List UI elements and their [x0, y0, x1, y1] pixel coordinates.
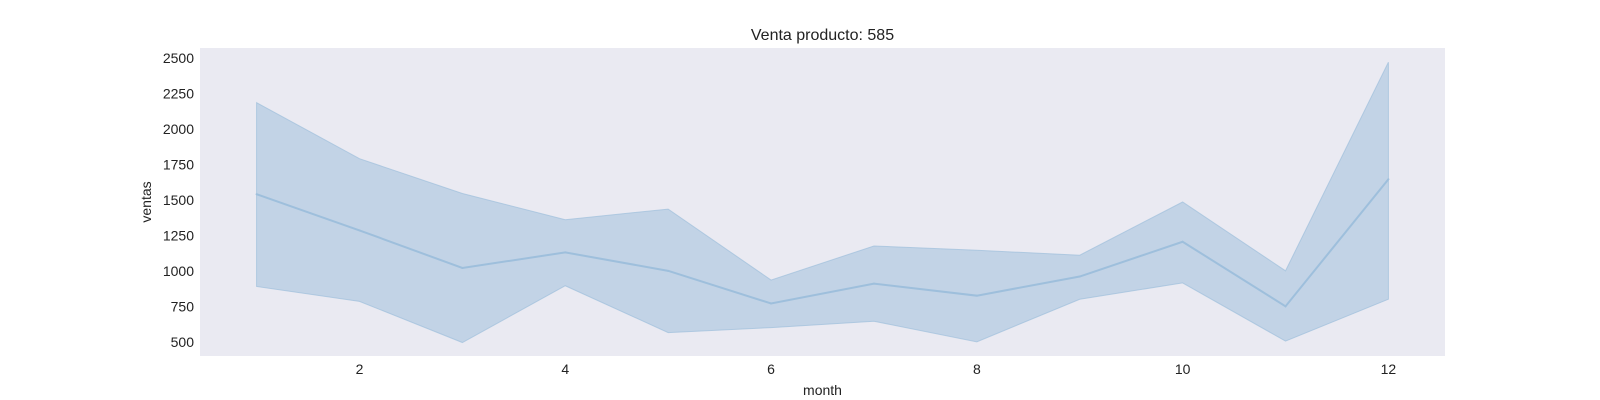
- y-axis-label: ventas: [138, 181, 154, 222]
- series-line: [256, 178, 1390, 308]
- chart-title: Venta producto: 585: [751, 27, 894, 44]
- y-tick-label: 2500: [163, 50, 194, 66]
- x-tick-label: 8: [973, 361, 981, 377]
- data-point: [667, 269, 670, 272]
- data-point: [564, 251, 567, 254]
- confidence-band-layer: [256, 61, 1389, 344]
- data-point: [255, 193, 258, 196]
- data-point: [872, 282, 875, 285]
- data-point: [1181, 240, 1184, 243]
- x-tick-label: 4: [561, 361, 569, 377]
- y-tick-label: 2000: [163, 121, 194, 137]
- y-tick-label: 1000: [163, 263, 194, 279]
- confidence-band: [256, 61, 1389, 344]
- y-tick-label: 750: [171, 298, 195, 314]
- y-tick-label: 500: [171, 334, 195, 350]
- x-axis-label: month: [803, 382, 842, 398]
- y-axis-ticks: 500 750 1000 1250 1500 1750 2000 2250 2500: [163, 50, 194, 350]
- data-point: [975, 294, 978, 297]
- x-tick-label: 12: [1381, 361, 1397, 377]
- y-tick-label: 1250: [163, 227, 194, 243]
- data-point: [1078, 275, 1081, 278]
- x-axis-ticks: 2 4 6 8 10 12: [356, 361, 1397, 377]
- data-point: [1284, 305, 1287, 308]
- x-tick-label: 10: [1175, 361, 1191, 377]
- x-tick-label: 2: [356, 361, 364, 377]
- y-tick-label: 2250: [163, 85, 194, 101]
- y-tick-label: 1750: [163, 156, 194, 172]
- data-point: [770, 302, 773, 305]
- data-point: [461, 267, 464, 269]
- y-tick-label: 1500: [163, 192, 194, 208]
- data-point: [1387, 178, 1390, 181]
- data-point: [358, 229, 361, 232]
- x-tick-label: 6: [767, 361, 775, 377]
- series-line-layer: [255, 178, 1390, 308]
